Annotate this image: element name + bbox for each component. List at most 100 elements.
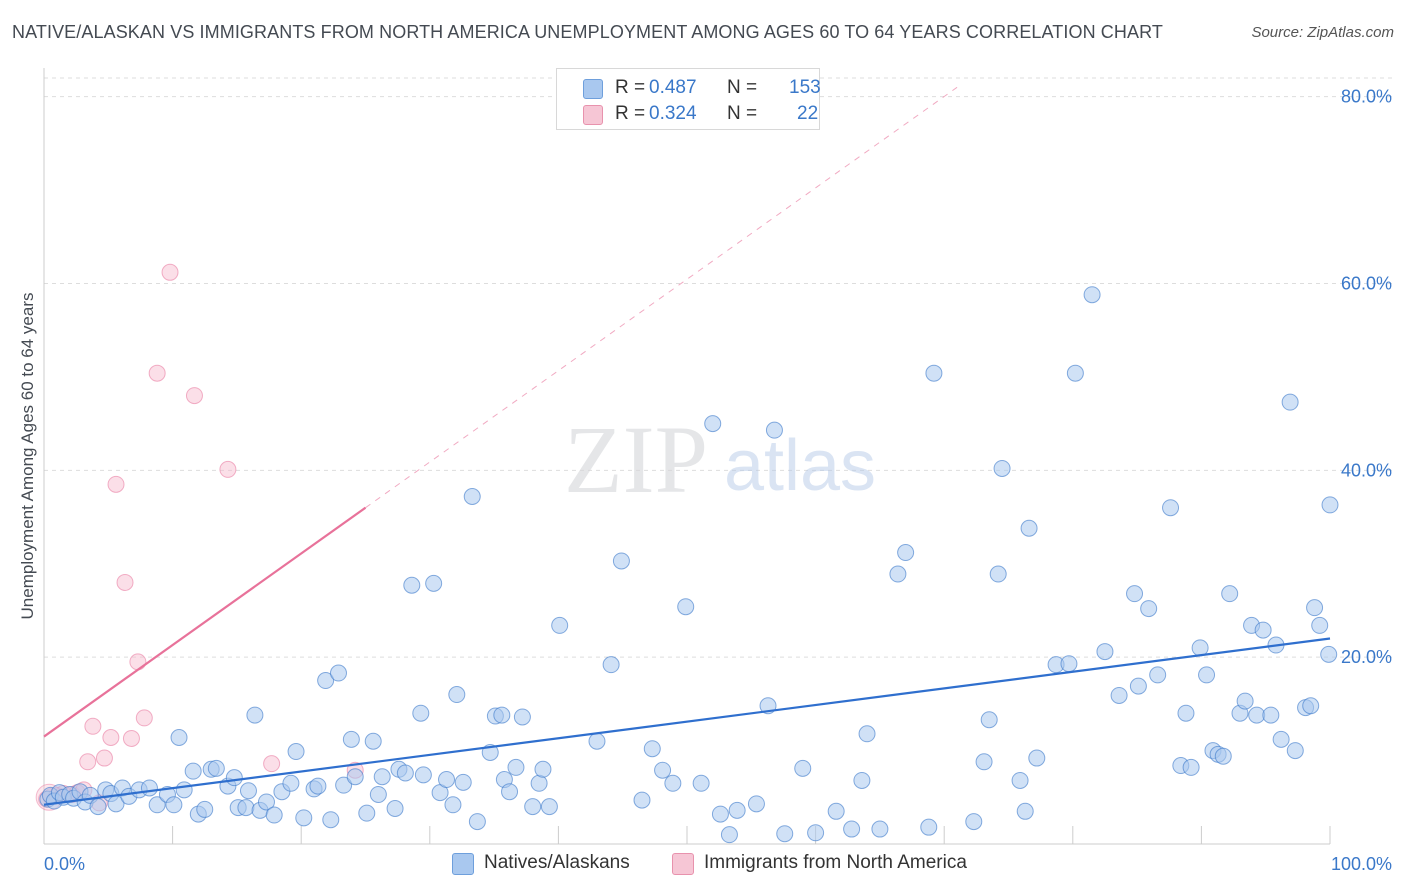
legend-label: Immigrants from North America bbox=[704, 852, 967, 873]
data-point-natives bbox=[1214, 747, 1232, 765]
data-point-immigrants bbox=[122, 729, 140, 747]
source-label: Source: ZipAtlas.com bbox=[1251, 24, 1394, 41]
data-point-natives bbox=[1311, 616, 1329, 634]
data-point-natives bbox=[265, 806, 283, 824]
data-point-natives bbox=[827, 802, 845, 820]
watermark-zip: ZIP bbox=[564, 406, 708, 513]
data-point-natives bbox=[1254, 621, 1272, 639]
data-point-natives bbox=[1236, 692, 1254, 710]
data-point-natives bbox=[1149, 666, 1167, 684]
data-point-natives bbox=[920, 818, 938, 836]
data-point-natives bbox=[396, 764, 414, 782]
data-point-immigrants bbox=[219, 460, 237, 478]
data-point-natives bbox=[1016, 802, 1034, 820]
data-point-natives bbox=[403, 576, 421, 594]
data-point-natives bbox=[1182, 758, 1200, 776]
data-point-natives bbox=[1177, 704, 1195, 722]
data-point-natives bbox=[858, 725, 876, 743]
data-point-natives bbox=[448, 686, 466, 704]
trendlines bbox=[43, 86, 1331, 806]
data-point-natives bbox=[540, 798, 558, 816]
data-point-natives bbox=[993, 459, 1011, 477]
data-point-natives bbox=[257, 793, 275, 811]
watermark: ZIP atlas bbox=[564, 406, 876, 513]
data-point-natives bbox=[444, 796, 462, 814]
data-point-natives bbox=[1083, 286, 1101, 304]
stats-r-value: 0.487 bbox=[649, 77, 697, 98]
stats-box: R = 0.487 N = 153 R = 0.324 N = 22 bbox=[556, 68, 821, 130]
data-point-immigrants bbox=[129, 653, 147, 671]
data-point-immigrants bbox=[185, 387, 203, 405]
data-point-immigrants bbox=[102, 729, 120, 747]
data-point-natives bbox=[534, 760, 552, 778]
y-tick-label: 40.0% bbox=[1341, 460, 1392, 480]
data-point-natives bbox=[1126, 585, 1144, 603]
data-point-natives bbox=[373, 768, 391, 786]
data-point-natives bbox=[1066, 364, 1084, 382]
data-point-natives bbox=[175, 781, 193, 799]
data-point-natives bbox=[871, 820, 889, 838]
data-point-natives bbox=[468, 813, 486, 831]
data-point-natives bbox=[148, 796, 166, 814]
data-point-natives bbox=[720, 826, 738, 844]
data-point-natives bbox=[965, 813, 983, 831]
data-point-natives bbox=[980, 711, 998, 729]
data-point-natives bbox=[207, 759, 225, 777]
data-point-natives bbox=[692, 774, 710, 792]
data-point-natives bbox=[728, 801, 746, 819]
data-point-natives bbox=[317, 672, 335, 690]
series-natives-points bbox=[39, 286, 1339, 844]
data-point-natives bbox=[602, 656, 620, 674]
data-point-natives bbox=[524, 798, 542, 816]
data-point-natives bbox=[287, 743, 305, 761]
axes bbox=[43, 68, 1331, 845]
data-point-natives bbox=[1281, 393, 1299, 411]
data-point-natives bbox=[1011, 771, 1029, 789]
data-point-natives bbox=[1248, 706, 1266, 724]
data-point-natives bbox=[925, 364, 943, 382]
data-point-natives bbox=[1198, 666, 1216, 684]
data-point-natives bbox=[664, 774, 682, 792]
data-point-natives bbox=[704, 415, 722, 433]
data-point-natives bbox=[1320, 645, 1338, 663]
chart-title: NATIVE/ALASKAN VS IMMIGRANTS FROM NORTH … bbox=[12, 22, 1163, 42]
stats-n-value: 22 bbox=[797, 103, 819, 124]
data-point-natives bbox=[1302, 697, 1320, 715]
data-point-natives bbox=[358, 804, 376, 822]
data-point-natives bbox=[1096, 643, 1114, 661]
data-point-immigrants bbox=[135, 709, 153, 727]
data-point-natives bbox=[853, 771, 871, 789]
data-point-immigrants bbox=[263, 755, 281, 773]
data-point-natives bbox=[170, 729, 188, 747]
data-point-natives bbox=[776, 825, 794, 843]
data-point-natives bbox=[237, 799, 255, 817]
series-immigrants-points bbox=[35, 263, 364, 812]
data-point-natives bbox=[309, 777, 327, 795]
data-point-natives bbox=[843, 820, 861, 838]
gridlines bbox=[44, 77, 1392, 658]
data-point-natives bbox=[1028, 749, 1046, 767]
data-point-natives bbox=[1321, 496, 1339, 514]
data-point-natives bbox=[975, 753, 993, 771]
tick-labels: 20.0% 40.0% 60.0% 80.0% 0.0% 100.0% bbox=[44, 87, 1392, 874]
legend-swatch-blue bbox=[452, 853, 474, 875]
data-point-natives bbox=[335, 776, 353, 794]
data-point-natives bbox=[412, 704, 430, 722]
legend-swatch-pink bbox=[672, 853, 694, 875]
data-point-natives bbox=[346, 768, 364, 786]
data-point-natives bbox=[507, 758, 525, 776]
data-point-immigrants bbox=[116, 573, 134, 591]
data-point-natives bbox=[794, 759, 812, 777]
x-tick-label: 100.0% bbox=[1331, 854, 1392, 874]
data-point-natives bbox=[989, 565, 1007, 583]
data-point-natives bbox=[897, 544, 915, 562]
y-tick-label: 60.0% bbox=[1341, 274, 1392, 294]
y-tick-label: 80.0% bbox=[1341, 87, 1392, 107]
stats-r-label: R = bbox=[615, 77, 646, 98]
data-point-natives bbox=[493, 706, 511, 724]
data-point-natives bbox=[438, 771, 456, 789]
data-point-natives bbox=[454, 773, 472, 791]
data-point-natives bbox=[513, 708, 531, 726]
data-point-natives bbox=[322, 811, 340, 829]
